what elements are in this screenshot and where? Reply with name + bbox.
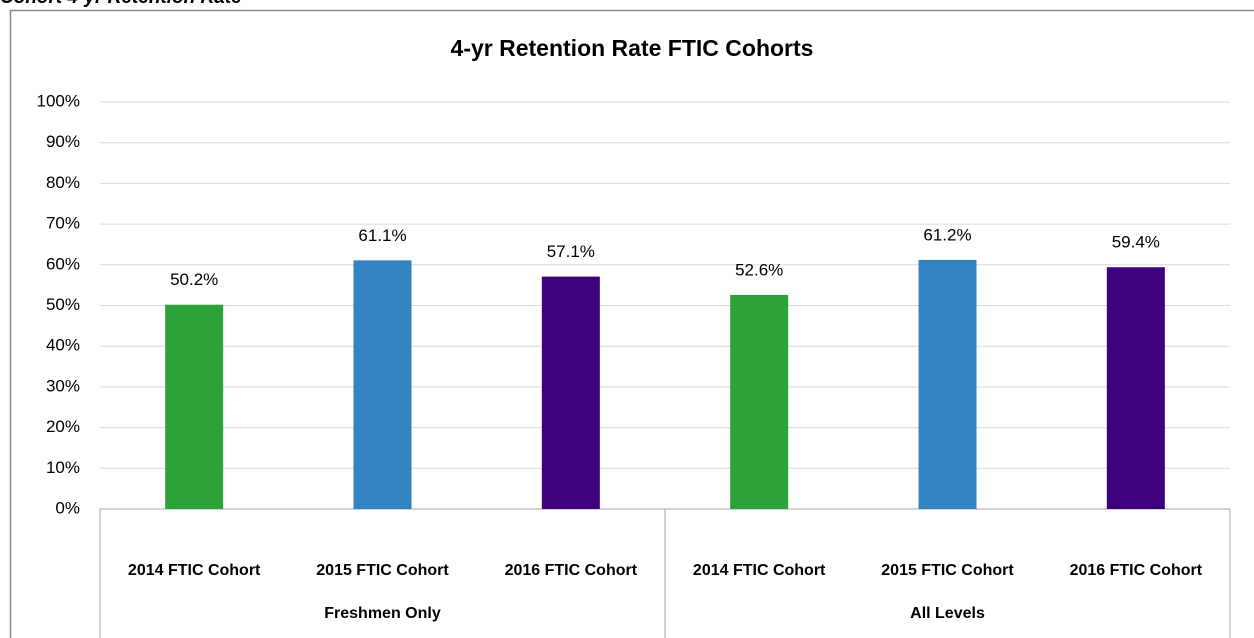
- y-tick-label: 30%: [46, 376, 80, 395]
- data-label: 61.1%: [358, 226, 406, 245]
- data-label: 50.2%: [170, 270, 218, 289]
- x-tick-label: 2015 FTIC Cohort: [881, 562, 1014, 579]
- y-tick-label: 10%: [46, 458, 80, 477]
- data-label: 52.6%: [735, 260, 783, 279]
- x-tick-label: 2015 FTIC Cohort: [316, 562, 449, 579]
- bar: [165, 304, 224, 509]
- data-label: 59.4%: [1112, 233, 1160, 252]
- bar: [353, 260, 412, 509]
- x-tick-label: 2016 FTIC Cohort: [505, 562, 638, 579]
- y-tick-label: 50%: [46, 295, 80, 314]
- x-tick-label: 2014 FTIC Cohort: [128, 562, 261, 579]
- bar: [1106, 267, 1165, 509]
- caption: Cohort 4-yr Retention Rate: [0, 0, 242, 8]
- y-tick-label: 70%: [46, 214, 80, 233]
- x-tick-label: 2016 FTIC Cohort: [1070, 562, 1203, 579]
- x-tick-label: 2014 FTIC Cohort: [693, 562, 826, 579]
- group-label: Freshmen Only: [324, 605, 441, 622]
- y-tick-label: 40%: [46, 336, 80, 355]
- data-label: 57.1%: [547, 242, 595, 261]
- y-tick-label: 100%: [37, 91, 80, 110]
- y-tick-label: 20%: [46, 417, 80, 436]
- bar: [918, 259, 977, 509]
- chart-title: 4-yr Retention Rate FTIC Cohorts: [451, 35, 814, 61]
- y-tick-label: 90%: [46, 132, 80, 151]
- y-tick-label: 80%: [46, 173, 80, 192]
- bar: [730, 294, 789, 509]
- y-tick-label: 60%: [46, 254, 80, 273]
- group-label: All Levels: [910, 605, 985, 622]
- y-tick-label: 0%: [55, 498, 80, 517]
- data-label: 61.2%: [923, 225, 971, 244]
- bar: [541, 276, 600, 509]
